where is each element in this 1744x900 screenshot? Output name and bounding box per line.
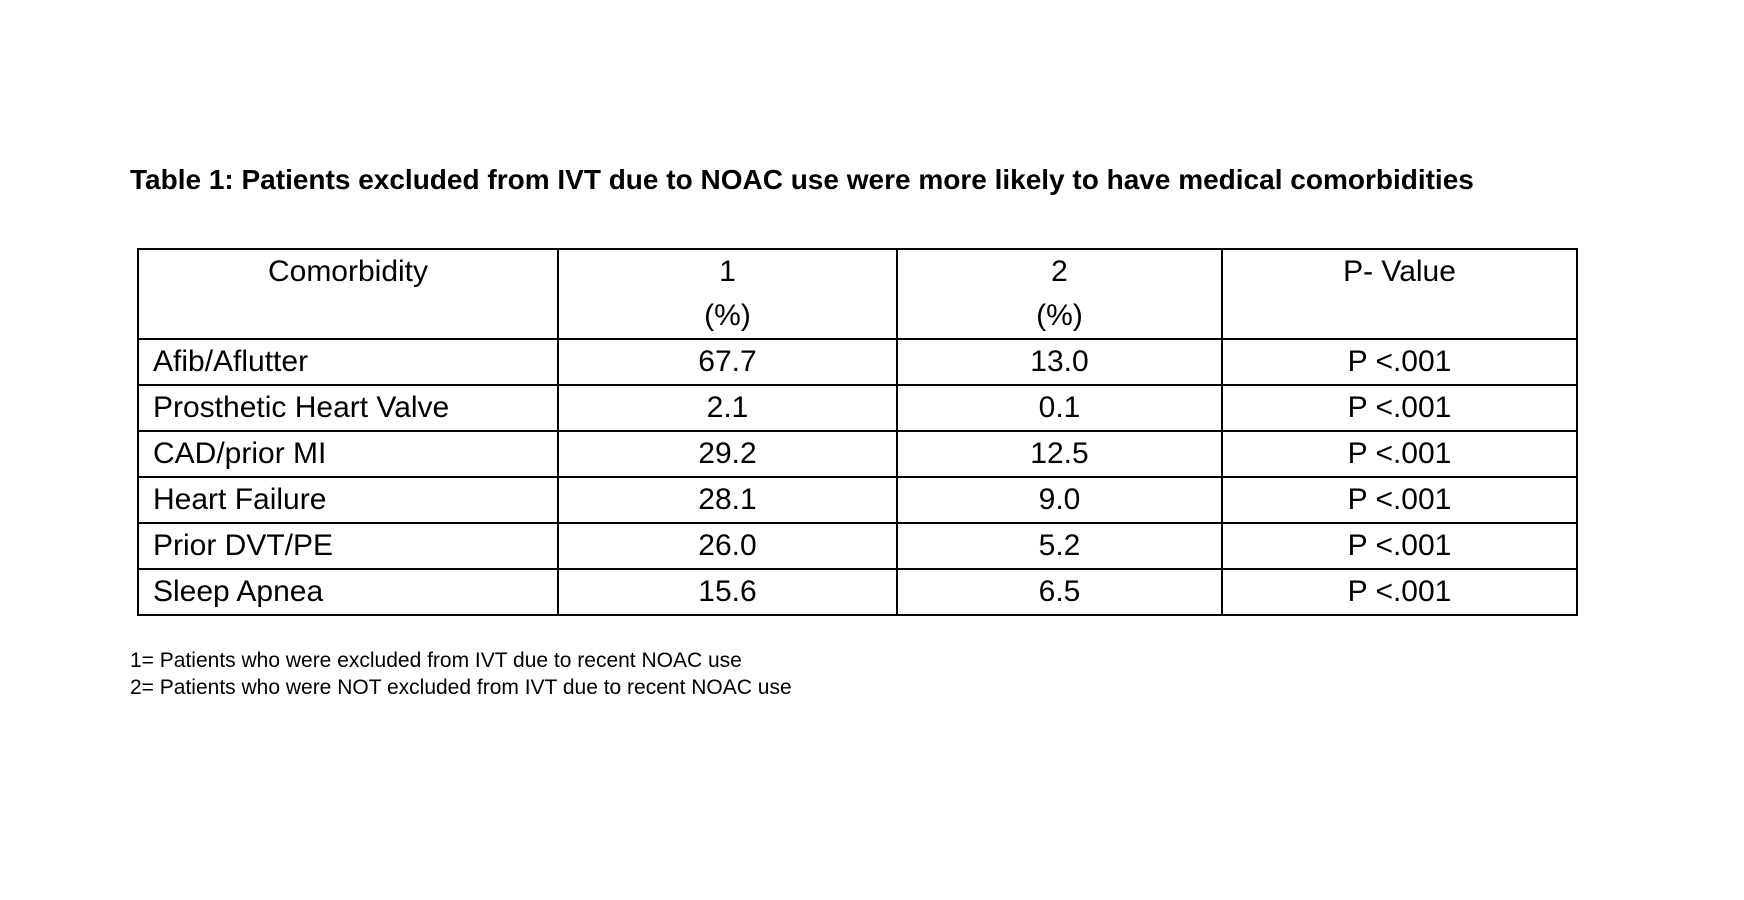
cell-pvalue: P <.001 [1221, 522, 1578, 570]
header-label-comorbidity: Comorbidity [267, 255, 429, 288]
table-row: CAD/prior MI 29.2 12.5 P <.001 [137, 430, 1578, 478]
header-label-group2: 2 [1051, 255, 1068, 288]
table-caption: Table 1: Patients excluded from IVT due … [130, 164, 1474, 195]
header-sublabel-comorbidity [140, 294, 556, 337]
cell-group1-pct: 28.1 [557, 476, 898, 524]
cell-group1-pct: 26.0 [557, 522, 898, 570]
header-cell-comorbidity: Comorbidity [137, 248, 559, 340]
cell-comorbidity: Heart Failure [137, 476, 559, 524]
footnote-2: 2= Patients who were NOT excluded from I… [130, 676, 792, 699]
table-row: Afib/Aflutter 67.7 13.0 P <.001 [137, 338, 1578, 386]
cell-group2-pct: 12.5 [896, 430, 1223, 478]
header-sublabel-pvalue [1224, 294, 1575, 337]
cell-group1-pct: 15.6 [557, 568, 898, 616]
cell-pvalue: P <.001 [1221, 430, 1578, 478]
cell-group1-pct: 2.1 [557, 384, 898, 432]
cell-pvalue: P <.001 [1221, 568, 1578, 616]
header-sublabel-group1: (%) [704, 299, 751, 332]
cell-pvalue: P <.001 [1221, 384, 1578, 432]
footnotes: 1= Patients who were excluded from IVT d… [130, 647, 792, 701]
footnote-1: 1= Patients who were excluded from IVT d… [130, 649, 742, 672]
cell-comorbidity: Prosthetic Heart Valve [137, 384, 559, 432]
table-row: Heart Failure 28.1 9.0 P <.001 [137, 476, 1578, 524]
header-cell-group2: 2 (%) [896, 248, 1223, 340]
cell-comorbidity: Prior DVT/PE [137, 522, 559, 570]
cell-group2-pct: 13.0 [896, 338, 1223, 386]
header-sublabel-group2: (%) [1036, 299, 1083, 332]
cell-group2-pct: 9.0 [896, 476, 1223, 524]
comorbidity-table: Comorbidity 1 (%) 2 (%) P- Value [137, 248, 1578, 616]
cell-comorbidity: CAD/prior MI [137, 430, 559, 478]
table-row: Prior DVT/PE 26.0 5.2 P <.001 [137, 522, 1578, 570]
table-row: Sleep Apnea 15.6 6.5 P <.001 [137, 568, 1578, 616]
cell-comorbidity: Afib/Aflutter [137, 338, 559, 386]
cell-comorbidity: Sleep Apnea [137, 568, 559, 616]
cell-group1-pct: 67.7 [557, 338, 898, 386]
header-cell-pvalue: P- Value [1221, 248, 1578, 340]
table-row: Prosthetic Heart Valve 2.1 0.1 P <.001 [137, 384, 1578, 432]
cell-pvalue: P <.001 [1221, 338, 1578, 386]
cell-group1-pct: 29.2 [557, 430, 898, 478]
header-row: Comorbidity 1 (%) 2 (%) P- Value [137, 248, 1578, 340]
header-label-group1: 1 [719, 255, 736, 288]
cell-group2-pct: 0.1 [896, 384, 1223, 432]
cell-group2-pct: 5.2 [896, 522, 1223, 570]
header-cell-group1: 1 (%) [557, 248, 898, 340]
cell-pvalue: P <.001 [1221, 476, 1578, 524]
header-label-pvalue: P- Value [1343, 255, 1456, 288]
cell-group2-pct: 6.5 [896, 568, 1223, 616]
